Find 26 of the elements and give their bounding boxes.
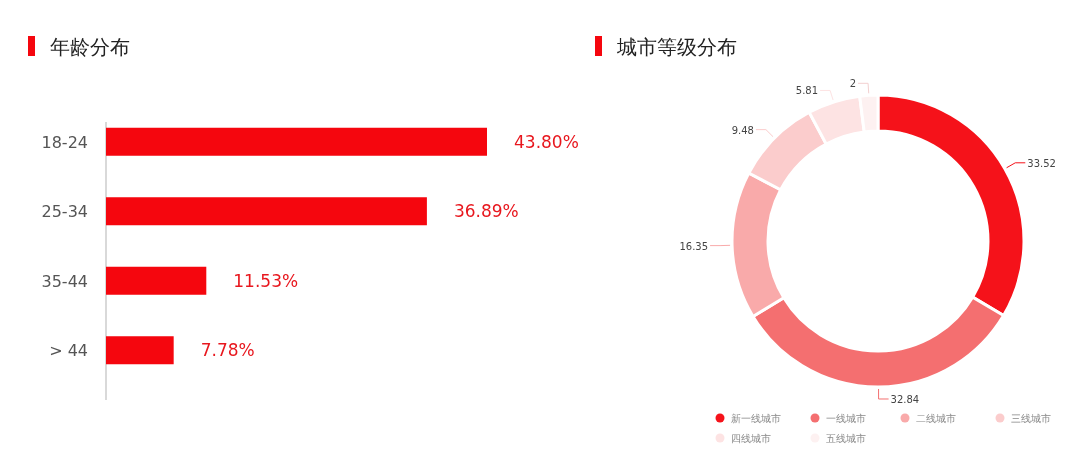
data-label: 7.78%	[200, 340, 255, 361]
legend-label: 新一线城市	[731, 413, 781, 424]
bar	[106, 266, 207, 295]
data-label: 33.52	[1027, 157, 1056, 169]
data-label: 5.81	[795, 85, 819, 97]
y-tick-label: 35-44	[41, 271, 88, 291]
legend-label: 一线城市	[826, 413, 866, 424]
y-tick-label: 18-24	[41, 132, 88, 152]
chart-title: 城市等级分布	[616, 35, 737, 59]
legend-label: 三线城市	[1011, 413, 1051, 424]
data-label: 2	[849, 78, 857, 90]
y-tick-label: 25-34	[41, 202, 88, 222]
bar	[106, 127, 487, 156]
data-label: 11.53%	[233, 270, 299, 291]
y-tick-label: > 44	[49, 341, 88, 361]
legend-label: 五线城市	[826, 433, 866, 444]
legend-label: 二线城市	[916, 413, 956, 424]
data-label: 43.80%	[514, 131, 579, 152]
data-label: 32.84	[890, 394, 920, 405]
chart-title: 年龄分布	[50, 35, 130, 59]
data-label: 36.89%	[453, 201, 519, 222]
legend-label: 四线城市	[731, 433, 771, 444]
data-label: 9.48	[731, 124, 754, 136]
data-label: 16.35	[679, 240, 709, 252]
bar	[106, 336, 174, 365]
bar	[106, 197, 427, 226]
